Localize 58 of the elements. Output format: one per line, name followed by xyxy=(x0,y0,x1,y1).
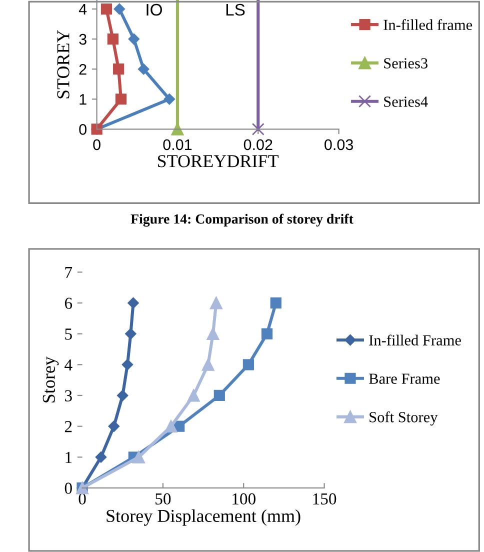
x-axis-title: Storey Displacement (mm) xyxy=(106,509,300,526)
point xyxy=(164,420,178,433)
x-tick-label: 50 xyxy=(156,493,171,505)
y-tick-label: 0 xyxy=(64,482,72,494)
point xyxy=(270,297,282,309)
y-tick-label: 1 xyxy=(66,452,72,463)
y-axis-title: Storey xyxy=(42,356,59,402)
x-tick-label: 0.02 xyxy=(244,139,272,150)
y-tick-label: 7 xyxy=(65,267,72,278)
point xyxy=(125,328,136,340)
point xyxy=(107,33,118,45)
point xyxy=(108,420,120,432)
x-tick-label: 0.01 xyxy=(163,139,192,150)
y-tick-label: 2 xyxy=(79,64,86,75)
point xyxy=(242,359,254,370)
annotation: LS xyxy=(226,4,245,16)
point xyxy=(95,452,107,463)
point xyxy=(113,64,124,75)
legend-label: Soft Storey xyxy=(370,411,438,426)
y-tick-label: 5 xyxy=(65,328,72,340)
y-tick-label: 3 xyxy=(65,390,72,402)
point xyxy=(202,358,214,371)
point xyxy=(122,359,134,370)
caption: Figure 14: Comparison of storey drift xyxy=(130,214,354,227)
x-tick-label: 0 xyxy=(93,139,100,150)
y-tick-label: 3 xyxy=(79,34,86,45)
point xyxy=(128,297,139,309)
legend-label: Bare Frame xyxy=(369,374,440,384)
point xyxy=(206,328,220,340)
point xyxy=(115,94,127,105)
point xyxy=(187,389,200,402)
legend-label: Series3 xyxy=(384,58,428,68)
x-tick-label: 100 xyxy=(232,493,256,505)
legend-label: In-filled Frame xyxy=(369,334,461,346)
point xyxy=(117,390,128,402)
y-tick-label: 1 xyxy=(80,94,86,105)
point xyxy=(210,296,222,310)
x-tick-label: 0.03 xyxy=(324,139,353,150)
y-axis-title: STOREY xyxy=(57,30,70,98)
y-tick-label: 4 xyxy=(78,4,87,15)
y-tick-label: 4 xyxy=(64,359,72,370)
point xyxy=(164,94,176,105)
annotation: IO xyxy=(146,4,162,16)
point xyxy=(261,328,273,340)
point xyxy=(132,450,145,464)
point xyxy=(138,63,150,75)
legend-label: In-filled frame xyxy=(384,19,472,30)
point xyxy=(128,33,140,45)
x-tick-label: 150 xyxy=(313,493,336,505)
point xyxy=(252,122,264,136)
point xyxy=(214,390,225,402)
y-tick-label: 0 xyxy=(79,124,86,135)
point xyxy=(114,3,125,15)
point xyxy=(100,3,112,15)
legend-label: Series4 xyxy=(384,96,428,107)
x-axis-title: STOREYDRIFT xyxy=(158,155,279,168)
y-tick-label: 2 xyxy=(64,421,72,432)
y-tick-label: 6 xyxy=(64,298,72,309)
